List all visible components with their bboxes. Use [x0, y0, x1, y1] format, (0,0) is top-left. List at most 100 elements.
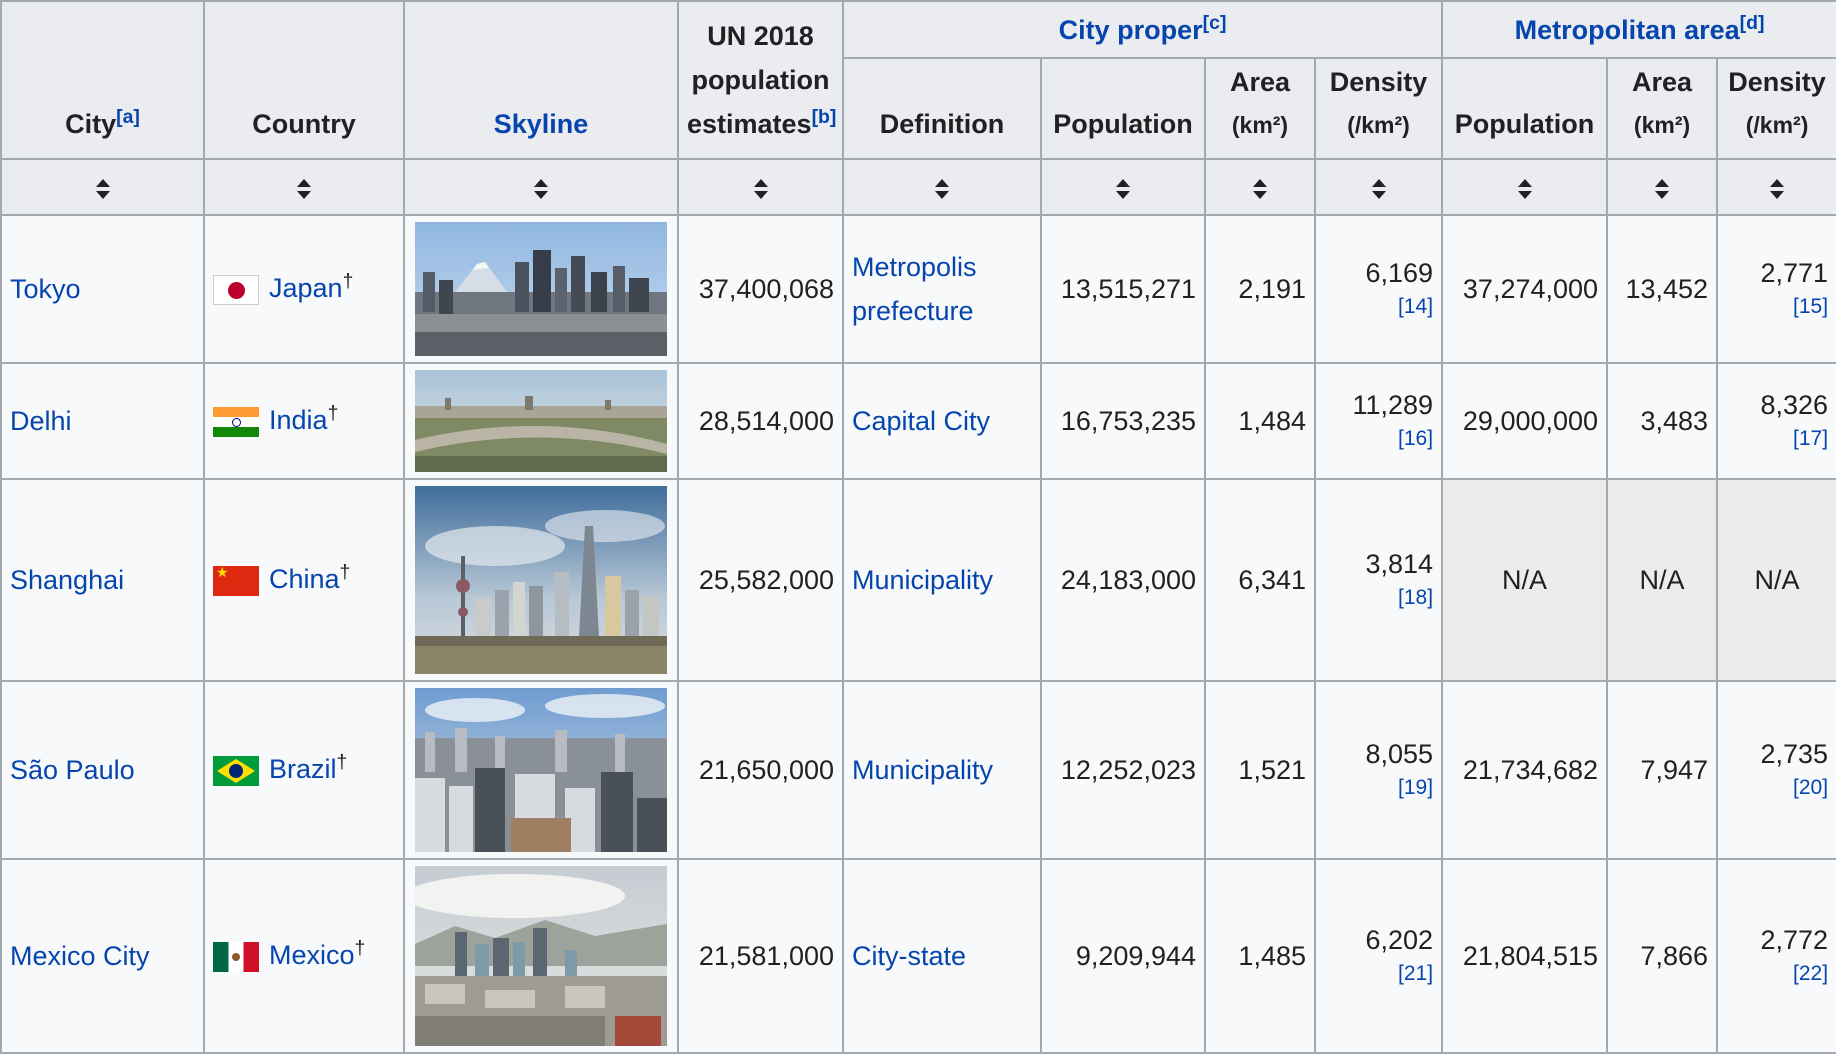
sort-cp-area-button[interactable]: [1204, 158, 1316, 216]
un-estimate: 37,400,068: [677, 214, 844, 364]
note-a-link[interactable]: [a]: [116, 106, 140, 128]
header-cp-area: Area (km²): [1204, 57, 1316, 160]
m-area: 7,866: [1606, 858, 1719, 1054]
sort-icon: [95, 178, 110, 199]
country-link[interactable]: Mexico: [269, 940, 355, 971]
cp-density: 6,202 [21]: [1313, 858, 1444, 1054]
dagger-mark: †: [354, 937, 366, 960]
sort-skyline-button[interactable]: [403, 158, 679, 216]
metropolitan-area-link[interactable]: Metropolitan area: [1514, 14, 1740, 45]
skyline-link[interactable]: Skyline: [493, 109, 589, 139]
m-area: 13,452: [1606, 214, 1719, 364]
reference-link[interactable]: [19]: [1398, 775, 1434, 799]
reference-link[interactable]: [15]: [1793, 294, 1829, 318]
sort-cp-density-button[interactable]: [1313, 158, 1444, 216]
sort-icon: [534, 178, 548, 199]
m-density: 2,772 [22]: [1716, 858, 1836, 1054]
m-population: N/A: [1441, 478, 1609, 682]
header-skyline: Skyline: [403, 0, 679, 160]
m-area: N/A: [1606, 478, 1719, 682]
reference-link[interactable]: [18]: [1398, 585, 1434, 609]
reference-link[interactable]: [21]: [1398, 961, 1434, 985]
cp-area: 1,485: [1204, 858, 1316, 1054]
mexico-flag-icon: [213, 941, 259, 972]
city-link[interactable]: Delhi: [10, 405, 72, 436]
header-country: Country: [203, 0, 405, 160]
country-link[interactable]: Brazil: [269, 754, 337, 785]
definition-link[interactable]: Municipality: [852, 754, 994, 785]
note-d-link[interactable]: [d]: [1739, 11, 1765, 34]
sort-icon: [1770, 178, 1785, 199]
table-row: São Paulo Brazil† 21,650,000 Municipalit…: [0, 680, 1836, 860]
dagger-mark: †: [327, 402, 339, 425]
shanghai-skyline-image[interactable]: [415, 486, 667, 674]
m-population: 21,734,682: [1441, 680, 1609, 860]
header-city: City[a]: [0, 0, 205, 160]
reference-link[interactable]: [20]: [1793, 775, 1829, 799]
mexico-city-skyline-image[interactable]: [415, 866, 667, 1046]
sort-m-density-button[interactable]: [1716, 158, 1836, 216]
header-metropolitan-area: Metropolitan area[d]: [1441, 0, 1836, 59]
header-city-proper: City proper[c]: [841, 0, 1444, 59]
sort-icon: [1655, 178, 1670, 199]
reference-link[interactable]: [17]: [1793, 426, 1829, 450]
definition-link[interactable]: City-state: [852, 940, 967, 971]
definition-link[interactable]: Metropolis prefecture: [852, 252, 977, 326]
cp-population: 13,515,271: [1040, 214, 1206, 364]
sort-cp-population-button[interactable]: [1040, 158, 1206, 216]
sort-icon: [1116, 178, 1130, 199]
un-estimate: 21,581,000: [677, 858, 844, 1054]
table-row: Mexico City Mexico† 21,581,000 City-stat…: [0, 858, 1836, 1054]
sort-city-button[interactable]: [0, 158, 205, 216]
m-area: 3,483: [1606, 362, 1719, 480]
m-density: 2,735 [20]: [1716, 680, 1836, 860]
header-m-density: Density (/km²): [1716, 57, 1836, 160]
un-estimate: 28,514,000: [677, 362, 844, 480]
m-area: 7,947: [1606, 680, 1719, 860]
reference-link[interactable]: [14]: [1398, 294, 1434, 318]
japan-flag-icon: [213, 274, 259, 305]
sort-icon: [1253, 178, 1267, 199]
sort-icon: [297, 178, 311, 199]
cp-density: 3,814 [18]: [1313, 478, 1444, 682]
china-flag-icon: [213, 565, 259, 596]
cp-population: 24,183,000: [1040, 478, 1206, 682]
city-link[interactable]: Tokyo: [10, 273, 81, 304]
definition-link[interactable]: Capital City: [852, 405, 991, 436]
cp-population: 16,753,235: [1040, 362, 1206, 480]
m-population: 29,000,000: [1441, 362, 1609, 480]
cp-area: 6,341: [1204, 478, 1316, 682]
country-link[interactable]: India: [269, 405, 328, 436]
table-row: Delhi India† 28,514,000 Capital City 16,…: [0, 362, 1836, 480]
country-link[interactable]: China: [269, 564, 340, 595]
m-density: 2,771 [15]: [1716, 214, 1836, 364]
reference-link[interactable]: [16]: [1398, 426, 1434, 450]
sort-definition-button[interactable]: [842, 158, 1042, 216]
definition-link[interactable]: Municipality: [852, 564, 994, 595]
m-density: N/A: [1716, 478, 1836, 682]
city-link[interactable]: Shanghai: [10, 564, 125, 595]
tokyo-skyline-image[interactable]: [415, 222, 667, 356]
sort-m-area-button[interactable]: [1606, 158, 1719, 216]
m-population: 21,804,515: [1441, 858, 1609, 1054]
city-link[interactable]: São Paulo: [10, 754, 135, 785]
header-un-estimates: UN 2018 population estimates[b]: [677, 0, 844, 160]
note-b-link[interactable]: [b]: [811, 106, 837, 128]
header-m-area: Area (km²): [1606, 57, 1719, 160]
header-cp-population: Population: [1040, 57, 1206, 160]
city-proper-link[interactable]: City proper: [1058, 14, 1203, 45]
sort-un-button[interactable]: [677, 158, 844, 216]
city-link[interactable]: Mexico City: [10, 940, 150, 971]
header-definition: Definition: [842, 57, 1042, 160]
sort-icon: [935, 178, 949, 199]
sort-m-population-button[interactable]: [1441, 158, 1609, 216]
table-row: Shanghai China† 25,582,000 Municipal: [0, 478, 1836, 682]
cp-area: 1,484: [1204, 362, 1316, 480]
delhi-skyline-image[interactable]: [415, 370, 667, 472]
sort-country-button[interactable]: [203, 158, 405, 216]
sao-paulo-skyline-image[interactable]: [415, 688, 667, 852]
reference-link[interactable]: [22]: [1793, 961, 1829, 985]
note-c-link[interactable]: [c]: [1202, 11, 1227, 34]
country-link[interactable]: Japan: [269, 273, 343, 304]
